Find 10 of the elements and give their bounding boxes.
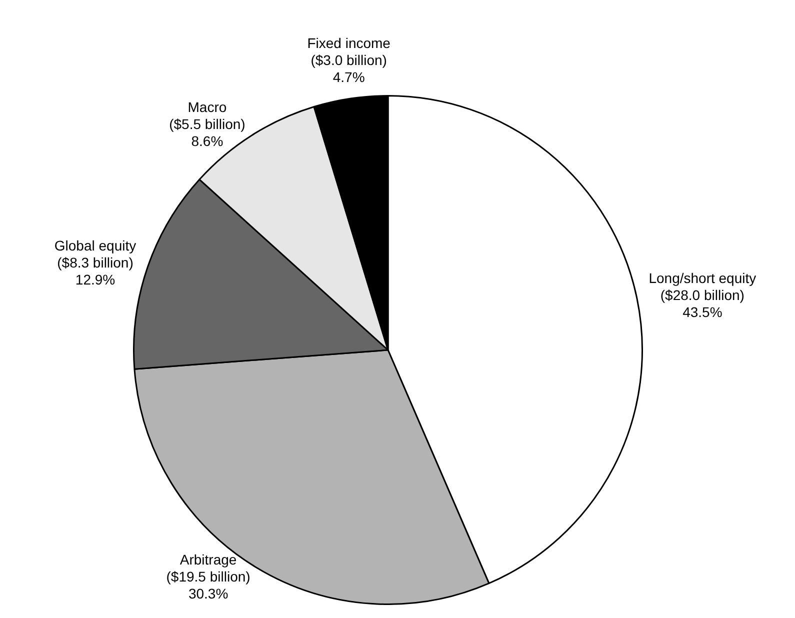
data-label: ($19.5 billion) 30.3%	[166, 568, 250, 602]
slice-label: Long/short equity	[648, 270, 756, 286]
slice-label: Macro	[188, 99, 227, 116]
data-label: ($8.3 billion) 12.9%	[57, 254, 134, 288]
slice-label: Fixed income	[307, 35, 391, 52]
data-label: ($28.0 billion) 43.5%	[660, 286, 744, 320]
data-label: ($3.0 billion) 4.7%	[310, 52, 387, 86]
slice-label: Global equity	[54, 238, 136, 254]
slice-label: Arbitrage	[180, 552, 237, 568]
data-label: ($5.5 billion) 8.6%	[169, 116, 246, 150]
